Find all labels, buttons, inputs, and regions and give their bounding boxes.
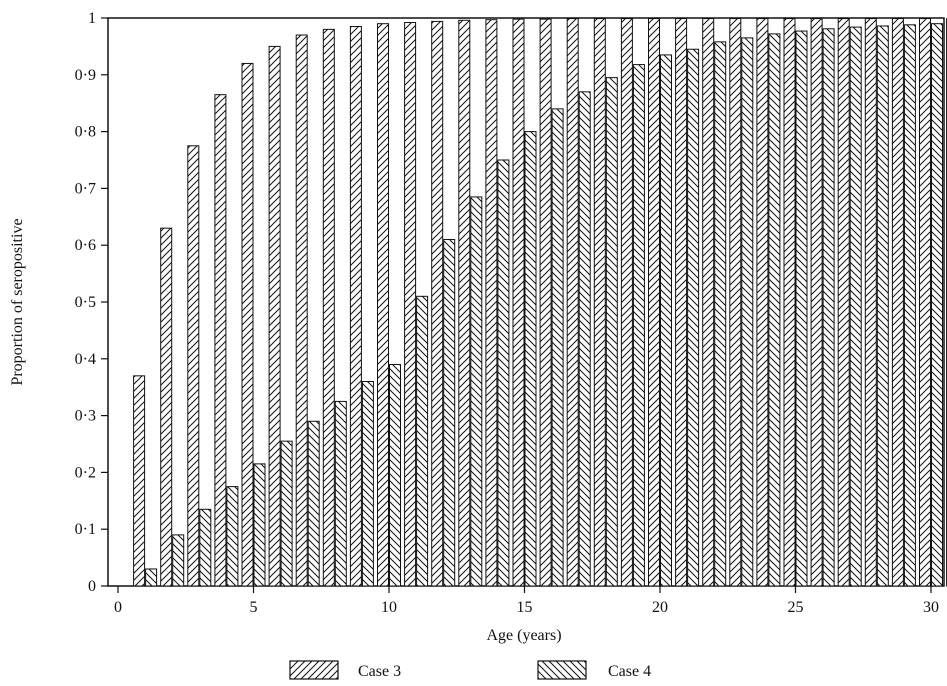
- bar-case-4-age-21: [687, 48, 700, 587]
- bar-case-3-age-29: [891, 18, 904, 587]
- bar-case-3-age-4: [214, 94, 227, 587]
- bar-case-3-age-7: [295, 34, 308, 587]
- x-tick-label-30: 30: [923, 599, 939, 616]
- x-tick-label-25: 25: [788, 599, 804, 616]
- bar-case-3-age-12: [431, 20, 444, 587]
- bar-case-4-age-25: [795, 30, 808, 587]
- bar-case-3-age-17: [566, 18, 579, 587]
- bar-case-3-age-2: [160, 227, 173, 587]
- bar-case-3-age-9: [349, 26, 362, 587]
- bar-case-4-age-15: [524, 131, 537, 587]
- bar-case-4-age-17: [578, 91, 591, 587]
- y-axis: 0 0·1 0·2 0·3 0·4 0·5 0·6 0·7 0·8 0·9 1: [75, 10, 108, 595]
- bar-case-3-age-19: [620, 18, 633, 587]
- bar-case-3-age-11: [404, 22, 417, 587]
- y-tick-label-3: 0·3: [75, 408, 96, 425]
- legend-swatch-case-4: [537, 660, 587, 680]
- bar-case-4-age-3: [199, 508, 212, 587]
- x-tick-label-0: 0: [114, 599, 122, 616]
- bar-case-4-age-12: [443, 239, 456, 587]
- y-tick-label-9: 0·9: [75, 67, 96, 84]
- y-tick-label-2: 0·2: [75, 464, 96, 481]
- bar-case-3-age-6: [268, 45, 281, 587]
- y-tick-label-1: 0·1: [75, 521, 96, 538]
- bar-case-3-age-22: [702, 18, 715, 587]
- bar-case-3-age-30: [919, 18, 931, 587]
- bar-case-4-age-20: [660, 54, 672, 587]
- bar-case-4-age-9: [361, 381, 374, 587]
- bar-case-3-age-26: [810, 18, 823, 587]
- bar-case-4-age-19: [632, 64, 645, 587]
- bar-case-4-age-8: [334, 400, 347, 587]
- y-axis-title: Proportion of seropositive: [9, 218, 26, 385]
- bar-case-3-age-13: [458, 19, 471, 587]
- bar-case-4-age-23: [741, 37, 754, 587]
- legend-item-case-3: Case 3: [289, 660, 401, 680]
- legend: Case 3 Case 4: [289, 660, 651, 680]
- bar-case-4-age-27: [849, 26, 862, 587]
- x-axis-title: Age (years): [486, 627, 561, 644]
- y-tick-label-4: 0·4: [75, 351, 96, 368]
- bar-case-4-age-28: [876, 25, 889, 587]
- y-tick-label-10: 1: [88, 10, 96, 27]
- bar-case-3-age-20: [648, 18, 660, 587]
- bar-case-3-age-5: [241, 62, 254, 587]
- bar-case-3-age-14: [485, 19, 498, 587]
- bar-case-4-age-14: [497, 159, 510, 587]
- bar-case-3-age-3: [187, 145, 200, 587]
- bar-case-3-age-28: [864, 18, 877, 587]
- x-tick-label-20: 20: [652, 599, 668, 616]
- bar-case-4-age-16: [551, 108, 564, 587]
- bar-marks: [133, 18, 947, 587]
- bar-case-4-age-5: [253, 463, 266, 587]
- bar-case-3-age-16: [539, 18, 552, 587]
- bar-case-3-age-24: [756, 18, 769, 587]
- legend-item-case-4: Case 4: [537, 660, 651, 680]
- bar-case-4-age-2: [172, 534, 185, 587]
- bar-case-4-age-1: [145, 568, 158, 587]
- y-tick-label-8: 0·8: [75, 124, 96, 141]
- y-tick-label-6: 0·6: [75, 237, 96, 254]
- bar-case-4-age-24: [768, 33, 781, 587]
- y-tick-label-7: 0·7: [75, 180, 96, 197]
- bar-case-4-age-4: [226, 486, 239, 587]
- legend-swatch-case-3: [289, 660, 339, 680]
- x-tick-label-10: 10: [381, 599, 397, 616]
- x-tick-label-15: 15: [517, 599, 533, 616]
- bar-case-3-age-23: [729, 18, 742, 587]
- bar-case-3-age-25: [783, 18, 796, 587]
- bar-case-4-age-22: [714, 41, 727, 587]
- bar-case-4-age-10: [389, 363, 401, 587]
- bar-case-3-age-18: [593, 18, 606, 587]
- bar-case-3-age-1: [133, 375, 146, 587]
- bar-case-4-age-7: [307, 420, 320, 587]
- bar-case-4-age-18: [605, 77, 618, 587]
- bar-case-3-age-27: [837, 18, 850, 587]
- bar-case-3-age-21: [675, 18, 688, 587]
- bar-case-3-age-8: [322, 28, 335, 587]
- x-axis: 0 5 10 15 20 25 30: [114, 586, 939, 616]
- bar-case-4-age-11: [416, 295, 429, 587]
- y-tick-label-0: 0: [88, 578, 96, 595]
- bar-case-4-age-30: [931, 23, 943, 587]
- legend-label-case-4: Case 4: [608, 663, 651, 680]
- bar-case-4-age-6: [280, 440, 293, 587]
- x-tick-label-5: 5: [250, 599, 258, 616]
- bar-case-3-age-15: [512, 18, 525, 587]
- bar-case-4-age-29: [903, 24, 916, 587]
- bar-case-4-age-26: [822, 28, 835, 587]
- y-tick-label-5: 0·5: [75, 294, 96, 311]
- legend-label-case-3: Case 3: [358, 663, 401, 680]
- bar-case-4-age-13: [470, 196, 483, 587]
- bar-case-3-age-10: [377, 23, 389, 587]
